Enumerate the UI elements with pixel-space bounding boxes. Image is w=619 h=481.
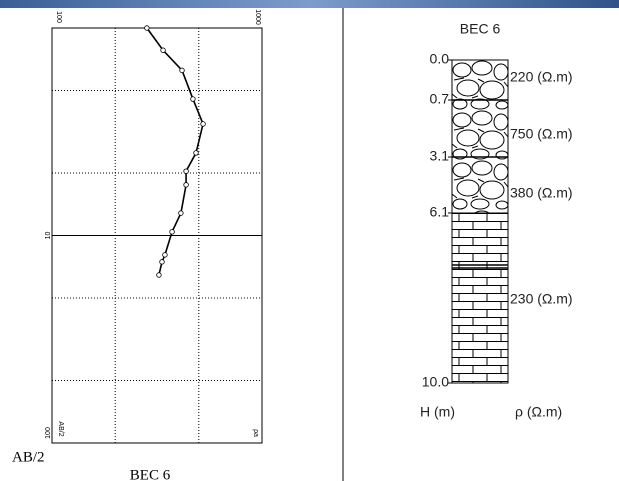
data-point	[184, 169, 189, 174]
data-point	[194, 151, 199, 156]
page: 10 100 100 1000 AB/2 ρa AB/2 BEC 6 BEC 6 0.0 0.7 3…	[0, 0, 619, 481]
column-title: BEC 6	[460, 21, 501, 37]
resistivity-label: 230 (Ω.m)	[510, 291, 573, 307]
y-tick-label: 100	[45, 427, 52, 439]
screen: 10 100 100 1000 AB/2 ρa AB/2 BEC 6 BEC 6 0.0 0.7 3…	[0, 0, 619, 481]
y-axis-label: AB/2	[57, 421, 64, 436]
data-point	[191, 97, 196, 102]
resistivity-axis-label: ρ (Ω.m)	[515, 404, 562, 420]
resistivity-label: 750 (Ω.m)	[510, 126, 573, 142]
title-bar	[0, 0, 619, 8]
depth-label: 10.0	[422, 374, 449, 390]
data-point	[201, 122, 206, 127]
data-point	[157, 273, 162, 278]
x-axis-label: ρa	[252, 429, 259, 437]
log-column: BEC 6 0.0 0.7 3.1 6.1 10.0 220 (Ω.m) 750 (Ω.m) 3…	[420, 21, 573, 420]
caption-axis: AB/2	[12, 449, 45, 465]
resistivity-label: 220 (Ω.m)	[510, 69, 573, 85]
data-point	[163, 253, 168, 258]
depth-label: 6.1	[430, 204, 450, 220]
x-tick-label: 1000	[254, 9, 261, 25]
x-tick-label: 100	[55, 11, 62, 23]
y-tick-label: 10	[45, 232, 52, 240]
caption-title: BEC 6	[130, 467, 171, 481]
depth-axis-label: H (m)	[420, 404, 455, 420]
depth-label: 3.1	[430, 148, 450, 164]
data-point	[179, 211, 184, 216]
data-point	[170, 230, 175, 235]
data-point	[160, 260, 165, 265]
resistivity-label: 380 (Ω.m)	[510, 185, 573, 201]
brick-layer	[452, 213, 508, 383]
depth-label: 0.7	[430, 91, 450, 107]
gravel-layer	[452, 60, 508, 213]
data-point	[145, 26, 150, 31]
data-point	[161, 48, 166, 53]
data-point	[184, 183, 189, 188]
data-point	[180, 68, 185, 73]
depth-label: 0.0	[430, 51, 450, 67]
sounding-plot: 10 100 100 1000 AB/2 ρa AB/2 BEC 6	[12, 9, 262, 481]
